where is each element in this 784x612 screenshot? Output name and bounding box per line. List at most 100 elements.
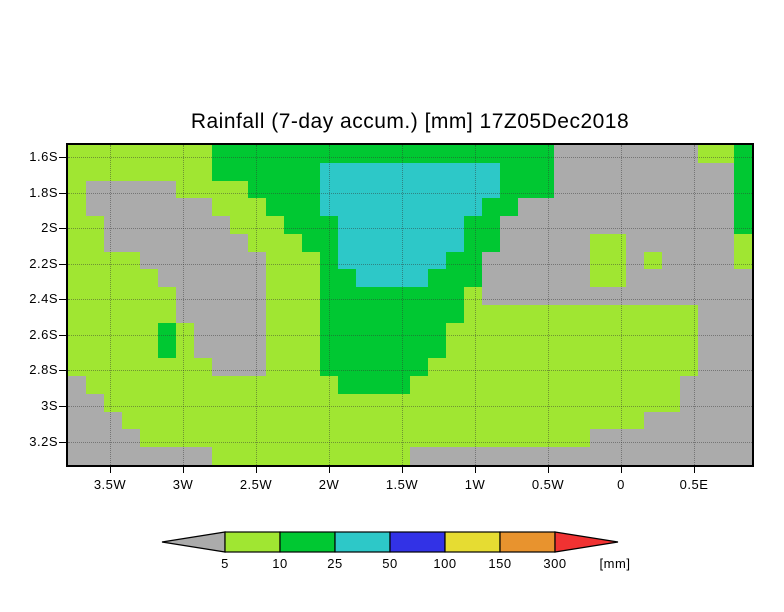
grid-cell (86, 429, 104, 448)
grid-cell (176, 251, 194, 270)
grid-cell (86, 251, 104, 270)
grid-cell (518, 340, 536, 359)
grid-cell (464, 216, 482, 234)
grid-cell (428, 162, 446, 181)
grid-cell (482, 180, 500, 199)
grid-cell (392, 411, 410, 430)
lon-tick-mark (621, 467, 622, 473)
grid-cell (626, 251, 644, 270)
grid-cell (302, 322, 320, 341)
grid-cell (554, 340, 572, 359)
grid-cell (248, 429, 266, 448)
grid-cell (176, 198, 194, 217)
lat-tick-label: 1.8S (29, 184, 58, 200)
legend-color-box (224, 531, 281, 553)
grid-cell (68, 358, 86, 377)
grid-cell (158, 376, 176, 394)
grid-cell (176, 340, 194, 359)
grid-cell (698, 145, 716, 163)
grid-cell (248, 376, 266, 394)
grid-cell (140, 393, 158, 412)
grid-cell (536, 162, 554, 181)
grid-cell (194, 180, 212, 199)
grid-cell (554, 198, 572, 217)
grid-cell (266, 340, 284, 359)
grid-cell (680, 162, 698, 181)
grid-cell (122, 251, 140, 270)
grid-cell (716, 233, 734, 252)
grid-cell (302, 393, 320, 412)
grid-cell (644, 145, 662, 163)
grid-cell (698, 411, 716, 430)
grid-cell (698, 393, 716, 412)
grid-cell (374, 447, 392, 465)
grid-cell (554, 180, 572, 199)
grid-cell (392, 162, 410, 181)
grid-cell (608, 376, 626, 394)
grid-cell (392, 145, 410, 163)
grid-cell (158, 269, 176, 288)
grid-cell (194, 251, 212, 270)
grid-cell (194, 447, 212, 465)
grid-cell (680, 358, 698, 377)
grid-cell (680, 287, 698, 305)
grid-cell (392, 251, 410, 270)
grid-cell (212, 287, 230, 305)
grid-cell (590, 411, 608, 430)
grid-cell (392, 429, 410, 448)
grid-cell (716, 429, 734, 448)
grid-cell (194, 429, 212, 448)
grid-cell (284, 198, 302, 217)
grid-cell (608, 411, 626, 430)
grid-cell (302, 145, 320, 163)
grid-cell (392, 269, 410, 288)
grid-cell (518, 180, 536, 199)
grid-cell (284, 162, 302, 181)
grid-cell (194, 162, 212, 181)
grid-cell (590, 269, 608, 288)
grid-cell (140, 233, 158, 252)
lon-tick-mark (183, 467, 184, 473)
grid-cell (626, 216, 644, 234)
grid-cell (644, 393, 662, 412)
grid-cell (518, 376, 536, 394)
grid-cell (518, 447, 536, 465)
grid-cell (266, 322, 284, 341)
grid-cell (86, 216, 104, 234)
grid-cell (590, 162, 608, 181)
grid-cell (446, 269, 464, 288)
grid-cell (68, 287, 86, 305)
lat-tick-mark (59, 370, 66, 372)
grid-cell (500, 376, 518, 394)
grid-cell (410, 198, 428, 217)
grid-cell (500, 447, 518, 465)
lon-tick-label: 2.5W (239, 477, 273, 492)
grid-cell (338, 429, 356, 448)
grid-cell (554, 322, 572, 341)
grid-cell (86, 393, 104, 412)
grid-cell (536, 393, 554, 412)
grid-cell (518, 251, 536, 270)
grid-cell (572, 376, 590, 394)
grid-cell (122, 233, 140, 252)
grid-cell (500, 180, 518, 199)
lat-tick-mark (59, 157, 66, 158)
grid-cell (446, 393, 464, 412)
grid-cell (500, 322, 518, 341)
grid-cell (410, 322, 428, 341)
grid-cell (554, 251, 572, 270)
grid-cell (572, 305, 590, 323)
grid-cell (680, 411, 698, 430)
grid-cell (176, 145, 194, 163)
lat-tick-label: 2.4S (29, 291, 58, 307)
grid-cell (104, 251, 122, 270)
grid-cell (392, 305, 410, 323)
grid-cell (194, 269, 212, 288)
grid-cell (446, 340, 464, 359)
legend-value-label: 25 (327, 556, 343, 571)
grid-cell (392, 233, 410, 252)
grid-cell (716, 340, 734, 359)
grid-cell (716, 305, 734, 323)
grid-cell (248, 358, 266, 377)
grid-cell (590, 358, 608, 377)
